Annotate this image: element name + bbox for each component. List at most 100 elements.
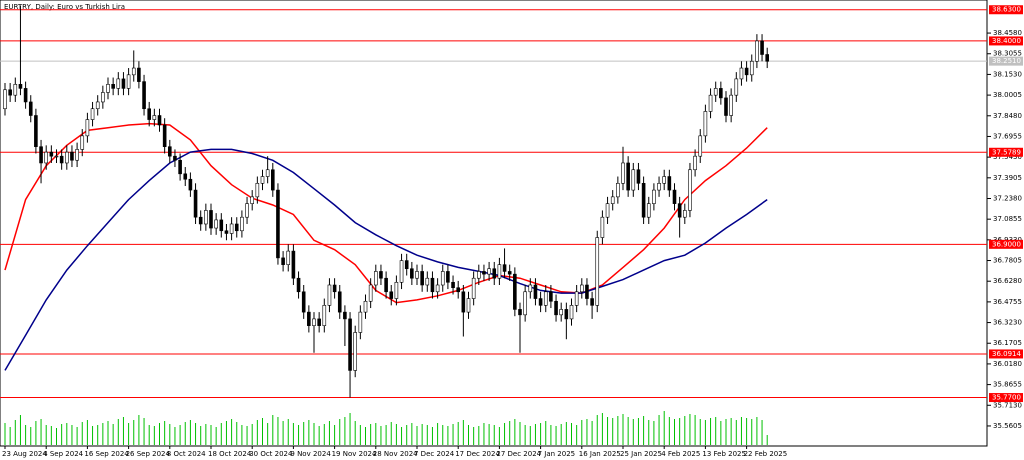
candle-body — [538, 298, 543, 306]
candle-body — [456, 287, 461, 293]
candle-body — [755, 40, 759, 62]
candle-body — [610, 196, 615, 204]
candle-body — [667, 176, 672, 191]
candle-body — [677, 203, 682, 218]
candle-body — [363, 300, 368, 313]
candle-body — [497, 264, 502, 279]
candle-body — [245, 203, 249, 218]
level-label-box — [989, 349, 1023, 359]
x-tick-label: 30 Oct 2024 — [249, 450, 293, 458]
candle-body — [18, 84, 23, 89]
level-label: 36.9000 — [992, 240, 1021, 248]
candle-body — [168, 146, 172, 157]
candle-body — [111, 84, 115, 89]
candle-body — [430, 277, 435, 293]
x-tick-label: 18 Oct 2024 — [208, 450, 252, 458]
candle-body — [646, 203, 651, 218]
candle-body — [652, 189, 656, 204]
candle-body — [178, 159, 182, 175]
candle-body — [234, 223, 239, 232]
candle-body — [54, 155, 59, 158]
candle-body — [188, 178, 193, 191]
x-tick-label: 7 Dec 2024 — [414, 450, 455, 458]
moving-average — [4, 148, 768, 371]
candle-body — [466, 298, 471, 313]
x-tick-label: 23 Aug 2024 — [2, 450, 47, 458]
candle-body — [698, 135, 703, 157]
candle-body — [579, 284, 584, 293]
candle-body — [270, 169, 275, 191]
candle-body — [240, 216, 244, 232]
candle-body — [688, 169, 692, 211]
y-tick-label: 37.5430 — [993, 153, 1022, 161]
candle-body — [296, 277, 301, 293]
x-tick-label: 25 Jan 2025 — [620, 450, 662, 458]
candle-body — [13, 84, 18, 96]
candle-body — [502, 264, 507, 272]
candle-body — [183, 173, 188, 180]
candle-body — [600, 216, 605, 238]
candle-body — [126, 74, 131, 89]
y-tick-label: 36.6280 — [993, 277, 1022, 285]
candle-body — [518, 309, 522, 316]
y-tick-label: 36.1705 — [993, 339, 1022, 347]
candle-body — [672, 189, 677, 204]
x-tick-label: 7 Jan 2025 — [538, 450, 576, 458]
y-tick-label: 35.5605 — [993, 422, 1022, 430]
candle-body — [147, 108, 151, 120]
candle-body — [543, 291, 548, 306]
candle-body — [549, 291, 553, 302]
candle-body — [322, 305, 327, 326]
candle-body — [209, 210, 213, 229]
candle-body — [440, 271, 445, 286]
x-tick-label: 4 Sep 2024 — [43, 450, 83, 458]
level-label: 38.6300 — [992, 6, 1021, 14]
candle-body — [749, 60, 754, 76]
candle-body — [471, 277, 476, 299]
level-label-box — [989, 5, 1023, 15]
candle-body — [435, 284, 440, 293]
x-tick-label: 17 Dec 2024 — [455, 450, 500, 458]
candle-body — [605, 203, 610, 218]
x-tick-label: 19 Nov 2024 — [332, 450, 377, 458]
candle-body — [626, 162, 630, 191]
level-label-box — [989, 239, 1023, 249]
x-tick-label: 9 Nov 2024 — [290, 450, 331, 458]
candle-body — [719, 88, 723, 99]
candle-body — [368, 284, 373, 302]
candle-body — [595, 237, 600, 306]
candle-body — [219, 219, 224, 232]
last-price-box — [989, 56, 1023, 66]
candle-body — [198, 216, 203, 225]
candle-body — [3, 89, 7, 110]
candle-body — [90, 108, 95, 120]
y-tick-label: 35.7130 — [993, 401, 1022, 409]
candle-body — [121, 78, 126, 89]
candle-body — [332, 284, 337, 293]
candle-body — [204, 210, 208, 225]
candle-body — [343, 311, 347, 320]
candle-body — [286, 250, 291, 265]
candle-body — [394, 281, 399, 299]
candle-body — [621, 162, 625, 184]
candle-body — [327, 284, 332, 306]
y-tick-label: 38.0005 — [993, 91, 1022, 99]
y-tick-label: 37.3905 — [993, 174, 1022, 182]
candle-body — [8, 89, 12, 96]
plot-frame — [0, 0, 988, 447]
candle-body — [482, 271, 486, 275]
last-price-label: 38.2510 — [992, 57, 1021, 65]
candle-body — [301, 291, 306, 313]
candle-body — [492, 268, 497, 279]
candle-body — [616, 183, 620, 198]
candle-body — [410, 268, 414, 279]
level-label-box — [989, 147, 1023, 157]
candle-body — [255, 183, 260, 198]
candle-body — [739, 67, 744, 80]
y-tick-label: 38.1530 — [993, 70, 1022, 78]
candle-body — [461, 291, 466, 313]
candle-body — [574, 291, 579, 306]
candle-body — [708, 94, 713, 112]
y-tick-label: 36.7805 — [993, 257, 1022, 265]
candle-body — [348, 318, 352, 371]
